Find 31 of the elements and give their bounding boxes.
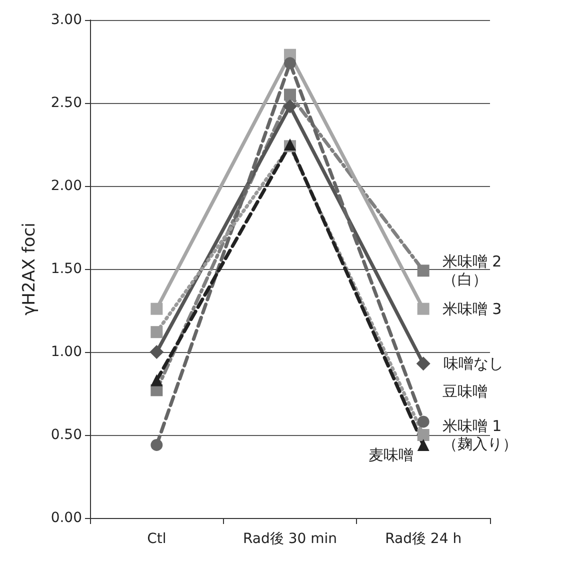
x-tick-label: Rad後 30 min bbox=[242, 531, 338, 547]
point bbox=[417, 429, 430, 441]
point bbox=[416, 356, 430, 371]
point bbox=[417, 416, 430, 428]
series-label: 豆味噌 bbox=[442, 382, 488, 401]
point bbox=[150, 326, 163, 338]
series-label: 米味噌 1 （麹入り） bbox=[442, 417, 518, 453]
point bbox=[417, 438, 430, 451]
point bbox=[417, 264, 430, 277]
y-tick-label: 2.50 bbox=[50, 95, 82, 111]
point bbox=[150, 374, 163, 386]
series-label: 味噌なし bbox=[443, 354, 504, 373]
series-label: 麦味噌 bbox=[368, 446, 414, 464]
point bbox=[283, 99, 297, 114]
x-tick-label: Rad後 24 h bbox=[385, 531, 462, 547]
y-axis-title: γH2AX foci bbox=[20, 222, 40, 316]
point bbox=[150, 438, 163, 451]
point bbox=[417, 302, 430, 315]
x-tick-label: Ctl bbox=[147, 531, 166, 547]
y-tick-label: 1.00 bbox=[50, 344, 82, 360]
series-label: 米味噌 2 （白） bbox=[442, 252, 502, 289]
series-label: 米味噌 3 bbox=[442, 300, 502, 318]
point bbox=[284, 57, 296, 70]
y-tick-label: 3.00 bbox=[50, 12, 82, 28]
y-tick-label: 0.00 bbox=[50, 510, 82, 526]
y-tick-label: 1.50 bbox=[50, 261, 82, 277]
point bbox=[284, 88, 296, 101]
y-tick-label: 0.50 bbox=[50, 427, 82, 443]
point bbox=[150, 345, 164, 359]
point bbox=[150, 302, 163, 315]
y-tick-label: 2.00 bbox=[50, 178, 82, 194]
